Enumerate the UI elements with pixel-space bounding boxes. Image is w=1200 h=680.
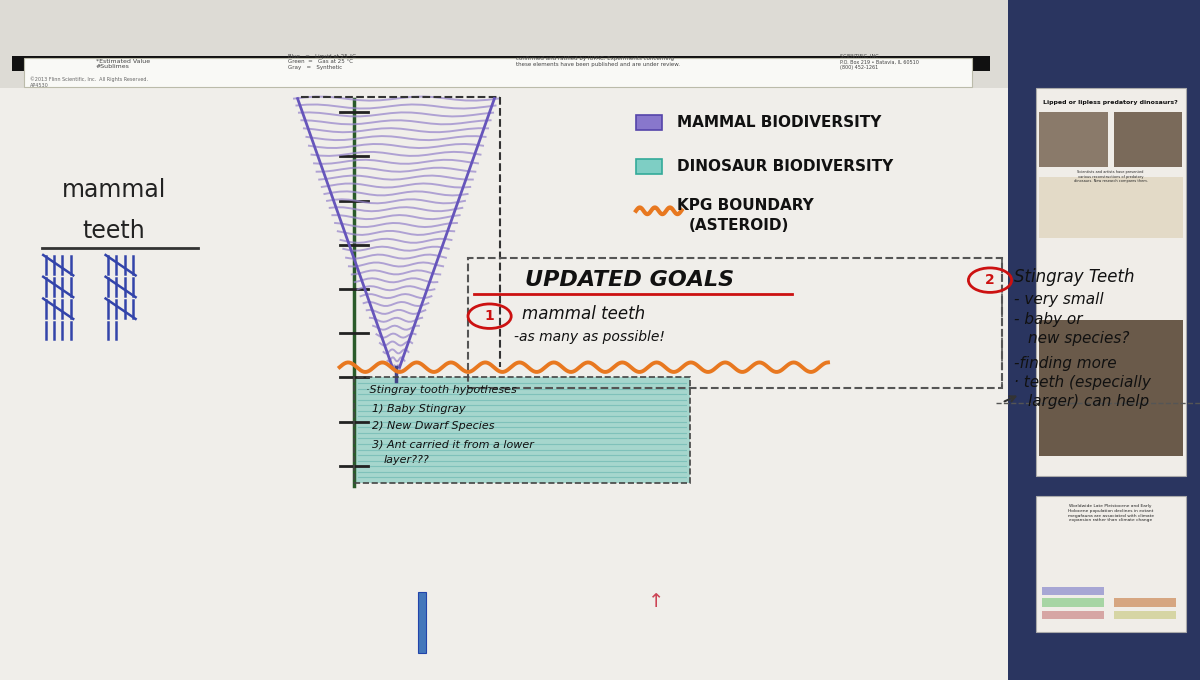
Text: *Estimated Value
#Sublimes: *Estimated Value #Sublimes — [96, 58, 150, 69]
Text: · teeth (especially: · teeth (especially — [1014, 375, 1151, 390]
Text: 1) Baby Stingray: 1) Baby Stingray — [372, 404, 466, 413]
Bar — [418, 592, 426, 653]
Text: Stingray Teeth: Stingray Teeth — [1014, 268, 1134, 286]
Text: 2) New Dwarf Species: 2) New Dwarf Species — [372, 422, 494, 431]
Bar — [1036, 88, 1186, 476]
Text: larger) can help: larger) can help — [1028, 394, 1150, 409]
Bar — [0, 0, 1008, 680]
Text: 1: 1 — [485, 309, 494, 323]
Bar — [1039, 112, 1108, 167]
Text: ↑: ↑ — [648, 592, 665, 611]
Bar — [1042, 598, 1104, 607]
Text: UPDATED GOALS: UPDATED GOALS — [526, 270, 734, 290]
Bar — [0, 0, 1008, 88]
Bar — [354, 377, 690, 483]
Text: layer???: layer??? — [384, 456, 430, 465]
Text: mammal: mammal — [62, 178, 166, 203]
Bar — [1039, 320, 1183, 456]
Text: ·Stingray tooth hypotheses: ·Stingray tooth hypotheses — [366, 385, 517, 394]
Text: - very small: - very small — [1014, 292, 1104, 307]
Text: - baby or: - baby or — [1014, 312, 1082, 327]
Text: -as many as possible!: -as many as possible! — [514, 330, 665, 343]
Text: confirmed and ratified by IUPAC. Experiments concerning
these elements have been: confirmed and ratified by IUPAC. Experim… — [516, 56, 680, 67]
Text: (ASTEROID): (ASTEROID) — [689, 218, 790, 233]
Bar — [1114, 598, 1176, 607]
Bar — [636, 159, 662, 174]
Text: Scientists and artists have presented
various reconstructions of predatory
dinos: Scientists and artists have presented va… — [1074, 170, 1147, 184]
Text: teeth: teeth — [83, 219, 145, 243]
Text: 3) Ant carried it from a lower: 3) Ant carried it from a lower — [372, 439, 534, 449]
Bar — [354, 377, 690, 483]
Text: Blue   =   Liquid at 25 °C
Green  =   Gas at 25 °C
Gray   =   Synthetic: Blue = Liquid at 25 °C Green = Gas at 25… — [288, 54, 356, 70]
Text: SCIENTIFIC, INC.
P.O. Box 219 • Batavia, IL 60510
(800) 452-1261: SCIENTIFIC, INC. P.O. Box 219 • Batavia,… — [840, 54, 919, 70]
Bar — [24, 58, 972, 87]
Bar — [1039, 177, 1183, 238]
Bar — [1036, 496, 1186, 632]
Text: 2: 2 — [985, 273, 995, 287]
Text: -finding more: -finding more — [1014, 356, 1117, 371]
Text: new species?: new species? — [1028, 331, 1130, 346]
Bar — [636, 115, 662, 130]
Bar — [468, 258, 1002, 388]
Bar — [1042, 611, 1104, 619]
Text: ©2013 Flinn Scientific, Inc.  All Rights Reserved.
AP4530: ©2013 Flinn Scientific, Inc. All Rights … — [30, 77, 148, 88]
Text: MAMMAL BIODIVERSITY: MAMMAL BIODIVERSITY — [677, 115, 881, 130]
Bar — [1114, 112, 1182, 167]
Text: Worldwide Late Pleistocene and Early
Holocene population declines in extant
mega: Worldwide Late Pleistocene and Early Hol… — [1068, 505, 1153, 522]
Bar — [1114, 611, 1176, 619]
Text: mammal teeth: mammal teeth — [522, 305, 646, 323]
Bar — [1008, 0, 1200, 680]
Text: Lipped or lipless predatory dinosaurs?: Lipped or lipless predatory dinosaurs? — [1043, 99, 1178, 105]
Text: KPG BOUNDARY: KPG BOUNDARY — [677, 198, 814, 213]
Text: DINOSAUR BIODIVERSITY: DINOSAUR BIODIVERSITY — [677, 159, 893, 174]
Bar — [12, 56, 990, 71]
Bar — [1042, 587, 1104, 595]
